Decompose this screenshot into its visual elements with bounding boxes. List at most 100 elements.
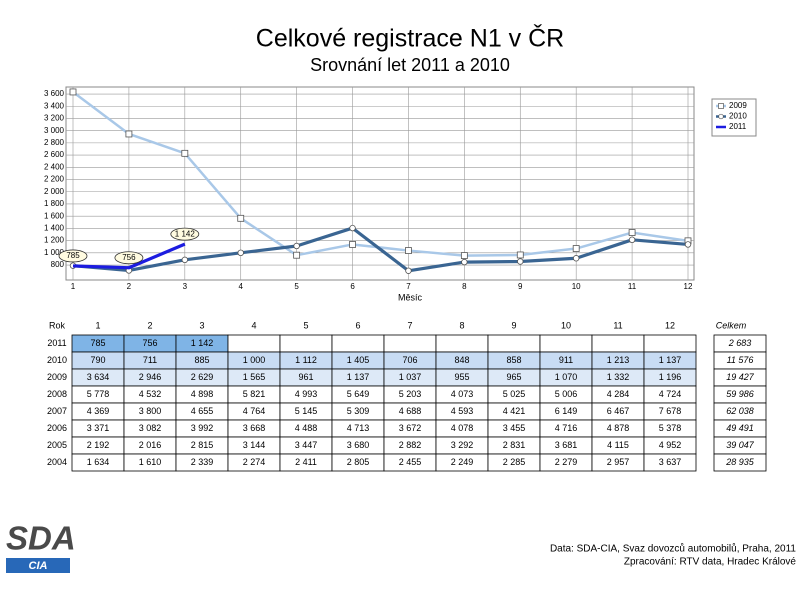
cell-value: 3 634 bbox=[87, 372, 110, 382]
marker bbox=[628, 229, 636, 236]
cell-value: 706 bbox=[402, 355, 417, 365]
cell-value: 790 bbox=[90, 355, 105, 365]
marker bbox=[293, 251, 301, 259]
logo-bar bbox=[6, 558, 70, 573]
label-bubble bbox=[58, 249, 88, 263]
table-header: 1 bbox=[95, 320, 100, 330]
row-year: 2006 bbox=[47, 423, 67, 433]
cell-value: 4 655 bbox=[191, 406, 214, 416]
x-tick-label: 5 bbox=[294, 282, 299, 291]
table-cell bbox=[539, 334, 593, 353]
label-bubble bbox=[114, 251, 144, 265]
row-total: 49 491 bbox=[726, 423, 754, 433]
table-cell bbox=[435, 334, 489, 353]
cell-value: 1 142 bbox=[191, 338, 214, 348]
cell-value: 1 137 bbox=[659, 355, 682, 365]
row-total: 59 986 bbox=[726, 389, 754, 399]
cell-value: 2 016 bbox=[139, 440, 162, 450]
x-tick-label: 12 bbox=[684, 282, 693, 291]
cell-value: 1 332 bbox=[607, 372, 630, 382]
y-tick-label: 800 bbox=[51, 260, 65, 269]
table-cell bbox=[591, 334, 645, 353]
marker bbox=[69, 88, 77, 96]
row-year: 2008 bbox=[47, 389, 67, 399]
cell-value: 4 284 bbox=[607, 389, 630, 399]
y-tick-label: 3 400 bbox=[44, 101, 65, 110]
table-header: 11 bbox=[613, 320, 622, 330]
cell-value: 756 bbox=[142, 338, 157, 348]
x-tick-label: 10 bbox=[572, 282, 581, 291]
cell-value: 711 bbox=[143, 355, 157, 365]
table-header: 7 bbox=[407, 320, 412, 330]
row-total: 19 427 bbox=[726, 372, 755, 382]
x-tick-label: 2 bbox=[127, 282, 132, 291]
marker bbox=[572, 245, 580, 252]
y-tick-label: 2 200 bbox=[44, 175, 65, 184]
cell-value: 3 144 bbox=[243, 440, 266, 450]
cell-value: 3 672 bbox=[399, 423, 422, 433]
cell-value: 3 292 bbox=[451, 440, 474, 450]
cell-value: 1 213 bbox=[607, 355, 630, 365]
table-cell bbox=[643, 453, 697, 472]
y-tick-label: 3 200 bbox=[44, 114, 65, 123]
cell-value: 6 467 bbox=[607, 406, 630, 416]
table-header: 3 bbox=[199, 320, 204, 330]
x-tick-label: 8 bbox=[462, 282, 467, 291]
data-label: 756 bbox=[122, 253, 136, 262]
cell-value: 911 bbox=[559, 355, 573, 365]
y-tick-label: 3 600 bbox=[44, 89, 65, 98]
marker bbox=[517, 258, 524, 265]
row-total: 62 038 bbox=[726, 406, 754, 416]
logo-name: SDA bbox=[6, 520, 76, 557]
cell-value: 2 249 bbox=[451, 457, 474, 467]
cell-value: 4 688 bbox=[399, 406, 422, 416]
y-tick-label: 2 800 bbox=[44, 138, 65, 147]
marker bbox=[684, 241, 692, 248]
cell-value: 3 371 bbox=[87, 423, 110, 433]
cell-value: 4 078 bbox=[451, 423, 474, 433]
logo: SDA CIA bbox=[6, 520, 76, 573]
marker bbox=[237, 249, 244, 257]
row-year: 2004 bbox=[47, 457, 67, 467]
cell-value: 4 952 bbox=[659, 440, 682, 450]
marker bbox=[405, 247, 412, 254]
series-line bbox=[72, 242, 186, 270]
cell-value: 3 447 bbox=[295, 440, 318, 450]
cell-value: 2 957 bbox=[607, 457, 630, 467]
cell-value: 785 bbox=[90, 338, 105, 348]
legend-label: 2011 bbox=[729, 122, 747, 131]
cell-value: 4 764 bbox=[243, 406, 266, 416]
marker bbox=[349, 224, 356, 232]
row-total: 11 576 bbox=[727, 355, 754, 365]
cell-value: 3 082 bbox=[139, 423, 162, 433]
marker bbox=[349, 241, 356, 248]
cell-value: 6 149 bbox=[555, 406, 578, 416]
marker bbox=[460, 252, 468, 259]
cell-value: 3 637 bbox=[659, 457, 682, 467]
table-header: 5 bbox=[303, 320, 308, 330]
cell-value: 961 bbox=[298, 372, 313, 382]
row-total: 28 935 bbox=[725, 457, 755, 467]
cell-value: 1 634 bbox=[87, 457, 110, 467]
marker bbox=[181, 256, 189, 264]
table-header: Celkem bbox=[716, 320, 747, 330]
data-label: 785 bbox=[66, 251, 80, 260]
table-header: 6 bbox=[355, 320, 360, 330]
cell-value: 3 455 bbox=[503, 423, 526, 433]
row-total: 39 047 bbox=[726, 440, 755, 450]
cell-value: 1 000 bbox=[243, 355, 266, 365]
marker bbox=[516, 251, 524, 259]
table-header: 4 bbox=[251, 320, 256, 330]
cell-value: 5 025 bbox=[503, 389, 526, 399]
footer-processing: Zpracování: RTV data, Hradec Králové bbox=[624, 557, 797, 568]
cell-value: 2 279 bbox=[555, 457, 578, 467]
marker bbox=[181, 149, 189, 157]
cell-value: 4 073 bbox=[451, 389, 474, 399]
y-tick-label: 2 000 bbox=[44, 187, 65, 196]
x-tick-label: 9 bbox=[518, 282, 523, 291]
cell-value: 3 680 bbox=[347, 440, 370, 450]
cell-value: 1 565 bbox=[243, 372, 266, 382]
table-header: 9 bbox=[511, 320, 516, 330]
series-line bbox=[72, 226, 689, 273]
legend-label: 2009 bbox=[729, 101, 747, 110]
